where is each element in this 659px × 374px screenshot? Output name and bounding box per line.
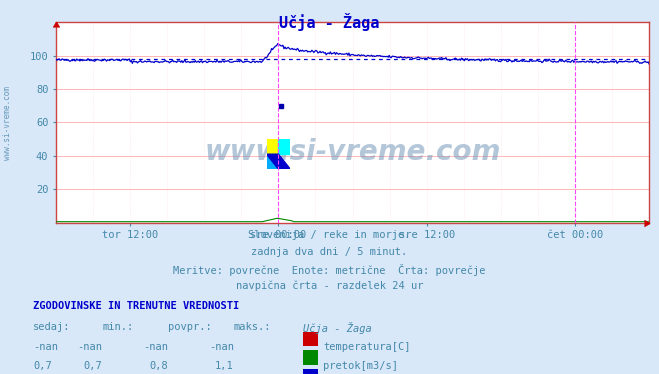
Text: -nan: -nan <box>209 342 234 352</box>
Text: navpična črta - razdelek 24 ur: navpična črta - razdelek 24 ur <box>236 280 423 291</box>
Text: 0,7: 0,7 <box>33 361 51 371</box>
Text: pretok[m3/s]: pretok[m3/s] <box>323 361 398 371</box>
Text: temperatura[C]: temperatura[C] <box>323 342 411 352</box>
Text: -nan: -nan <box>143 342 168 352</box>
Text: maks.:: maks.: <box>234 322 272 332</box>
Text: zadnja dva dni / 5 minut.: zadnja dva dni / 5 minut. <box>251 247 408 257</box>
Text: Učja - Žaga: Učja - Žaga <box>279 13 380 31</box>
Text: -nan: -nan <box>33 342 58 352</box>
Text: Učja - Žaga: Učja - Žaga <box>303 322 372 334</box>
Text: sedaj:: sedaj: <box>33 322 71 332</box>
Text: 0,8: 0,8 <box>150 361 168 371</box>
Text: www.si-vreme.com: www.si-vreme.com <box>3 86 13 160</box>
Text: -nan: -nan <box>77 342 102 352</box>
Text: Meritve: povrečne  Enote: metrične  Črta: povrečje: Meritve: povrečne Enote: metrične Črta: … <box>173 264 486 276</box>
Text: www.si-vreme.com: www.si-vreme.com <box>204 138 501 166</box>
Text: 1,1: 1,1 <box>215 361 234 371</box>
Text: ZGODOVINSKE IN TRENUTNE VREDNOSTI: ZGODOVINSKE IN TRENUTNE VREDNOSTI <box>33 301 239 311</box>
Text: min.:: min.: <box>102 322 133 332</box>
Text: povpr.:: povpr.: <box>168 322 212 332</box>
Text: Slovenija / reke in morje.: Slovenija / reke in morje. <box>248 230 411 240</box>
Text: 0,7: 0,7 <box>84 361 102 371</box>
